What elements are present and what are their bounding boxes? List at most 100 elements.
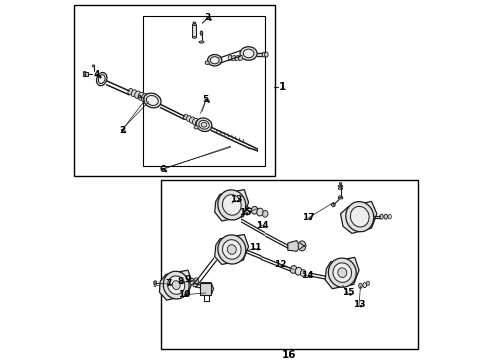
Ellipse shape xyxy=(367,281,369,285)
Ellipse shape xyxy=(83,75,86,77)
Ellipse shape xyxy=(350,206,369,227)
Ellipse shape xyxy=(263,211,268,217)
Ellipse shape xyxy=(222,195,241,215)
Ellipse shape xyxy=(251,206,258,214)
Ellipse shape xyxy=(208,101,210,103)
Ellipse shape xyxy=(147,95,158,105)
Ellipse shape xyxy=(300,270,306,276)
Ellipse shape xyxy=(265,52,268,57)
Ellipse shape xyxy=(246,213,248,215)
Ellipse shape xyxy=(154,284,156,287)
Ellipse shape xyxy=(181,282,183,284)
Ellipse shape xyxy=(200,31,203,35)
Ellipse shape xyxy=(162,168,164,170)
Ellipse shape xyxy=(135,91,141,98)
Ellipse shape xyxy=(205,61,209,64)
Ellipse shape xyxy=(199,41,204,43)
Text: 13: 13 xyxy=(230,195,243,204)
Text: 11: 11 xyxy=(249,243,262,252)
Text: 15: 15 xyxy=(342,288,355,297)
Polygon shape xyxy=(159,270,192,300)
Ellipse shape xyxy=(359,283,362,288)
Ellipse shape xyxy=(338,268,347,278)
Ellipse shape xyxy=(138,93,145,100)
Ellipse shape xyxy=(338,197,343,199)
Ellipse shape xyxy=(328,258,356,287)
Ellipse shape xyxy=(187,116,191,121)
Ellipse shape xyxy=(333,263,352,282)
Polygon shape xyxy=(288,240,300,251)
Bar xyxy=(144,16,265,166)
Ellipse shape xyxy=(262,52,266,57)
Ellipse shape xyxy=(237,200,239,202)
Ellipse shape xyxy=(194,125,198,129)
Ellipse shape xyxy=(122,129,123,131)
Polygon shape xyxy=(341,201,377,233)
Ellipse shape xyxy=(193,22,196,24)
Ellipse shape xyxy=(165,170,167,172)
Ellipse shape xyxy=(332,203,335,207)
Text: 8: 8 xyxy=(177,277,183,286)
Polygon shape xyxy=(85,72,88,76)
Ellipse shape xyxy=(84,72,86,75)
Text: 15: 15 xyxy=(239,208,251,217)
Text: 10: 10 xyxy=(178,289,191,298)
Ellipse shape xyxy=(145,95,153,104)
Ellipse shape xyxy=(142,94,149,102)
Ellipse shape xyxy=(186,294,188,296)
Polygon shape xyxy=(200,283,214,295)
Text: 5: 5 xyxy=(203,95,209,104)
Polygon shape xyxy=(235,55,239,61)
Ellipse shape xyxy=(210,19,211,21)
Ellipse shape xyxy=(309,276,310,278)
Ellipse shape xyxy=(168,276,185,294)
Ellipse shape xyxy=(227,245,236,254)
Ellipse shape xyxy=(131,90,137,96)
Ellipse shape xyxy=(339,183,342,184)
Ellipse shape xyxy=(196,118,212,131)
Ellipse shape xyxy=(257,208,263,216)
Ellipse shape xyxy=(282,265,284,267)
Text: 6: 6 xyxy=(160,165,166,174)
Ellipse shape xyxy=(196,120,202,127)
Ellipse shape xyxy=(163,271,189,299)
Bar xyxy=(161,180,418,349)
Ellipse shape xyxy=(97,72,107,86)
Ellipse shape xyxy=(240,47,257,60)
Ellipse shape xyxy=(339,196,343,198)
Text: 17: 17 xyxy=(302,213,315,222)
Ellipse shape xyxy=(98,75,105,84)
Text: 14: 14 xyxy=(256,221,269,230)
Polygon shape xyxy=(325,257,359,289)
Ellipse shape xyxy=(208,54,222,66)
Ellipse shape xyxy=(92,65,95,67)
Polygon shape xyxy=(232,55,235,61)
Bar xyxy=(74,5,275,176)
Ellipse shape xyxy=(298,241,306,251)
Ellipse shape xyxy=(384,214,388,219)
Ellipse shape xyxy=(295,267,302,275)
Ellipse shape xyxy=(97,74,98,76)
Ellipse shape xyxy=(210,57,219,64)
Ellipse shape xyxy=(388,214,392,219)
Ellipse shape xyxy=(189,280,191,282)
Ellipse shape xyxy=(338,185,343,187)
Ellipse shape xyxy=(243,49,254,58)
Ellipse shape xyxy=(193,36,196,38)
Text: 3: 3 xyxy=(204,13,211,22)
Ellipse shape xyxy=(99,76,101,77)
Ellipse shape xyxy=(263,226,265,228)
Ellipse shape xyxy=(172,281,180,289)
Ellipse shape xyxy=(360,305,362,307)
Ellipse shape xyxy=(222,240,241,259)
Ellipse shape xyxy=(349,293,351,295)
Ellipse shape xyxy=(170,284,172,285)
Ellipse shape xyxy=(363,283,367,288)
Ellipse shape xyxy=(346,202,374,232)
Ellipse shape xyxy=(207,17,208,18)
Text: 9: 9 xyxy=(185,275,191,284)
Ellipse shape xyxy=(154,281,157,284)
Ellipse shape xyxy=(124,131,126,133)
Text: 13: 13 xyxy=(353,300,365,309)
Text: 14: 14 xyxy=(301,271,314,280)
